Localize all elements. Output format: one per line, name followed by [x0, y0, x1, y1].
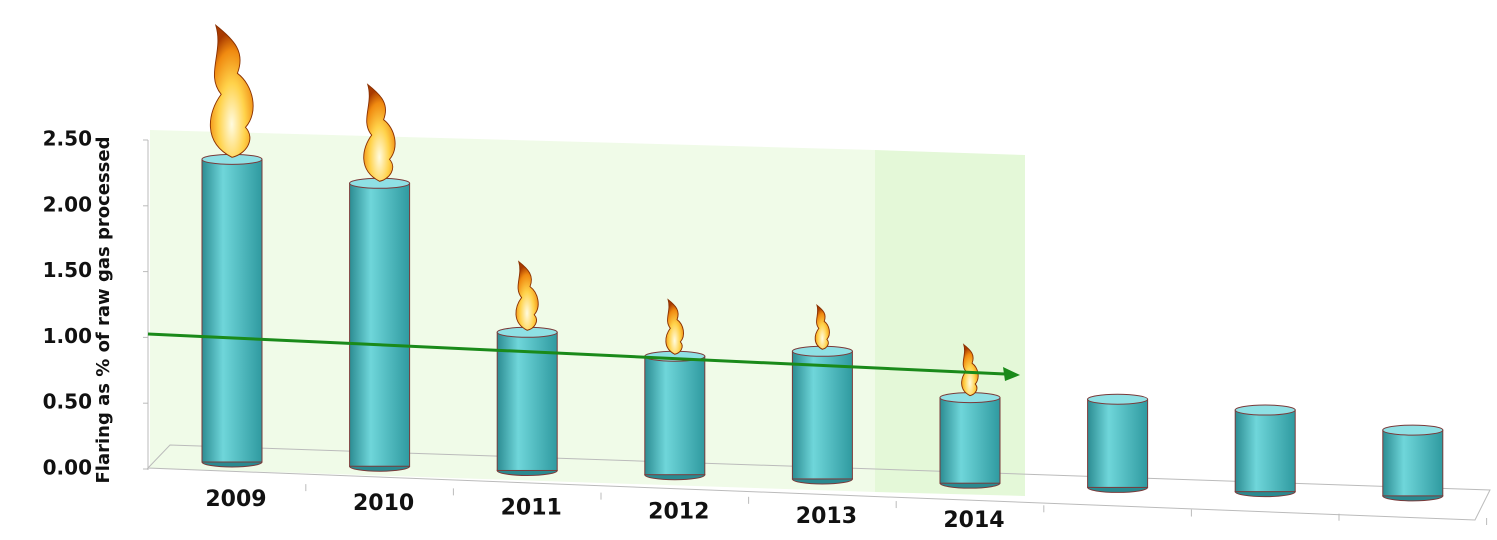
bar	[1087, 398, 1149, 488]
y-tick-label: 0.50	[43, 390, 92, 414]
flame	[363, 83, 396, 182]
flame	[515, 260, 539, 331]
flame	[209, 24, 254, 158]
bar	[496, 331, 558, 471]
bar	[644, 355, 706, 476]
y-tick-label: 0.00	[43, 456, 92, 480]
bar	[1234, 409, 1296, 493]
x-tick-label: 2014	[943, 508, 1004, 533]
floor	[146, 444, 1491, 521]
x-tick-label: 2010	[353, 491, 414, 516]
x-tick-label: 2009	[205, 487, 266, 512]
bar	[939, 397, 1001, 484]
flame	[665, 298, 684, 355]
x-tick-label: 2013	[796, 504, 857, 529]
x-tick-label: 2011	[501, 495, 562, 520]
y-tick-label: 1.00	[43, 324, 92, 348]
y-tick-label: 2.50	[43, 127, 92, 151]
trend-arrow-head	[1003, 367, 1020, 381]
x-tick-label: 2012	[648, 500, 709, 525]
trend-arrow	[147, 332, 1006, 376]
y-tick-label: 1.50	[43, 258, 92, 282]
bar-top	[1087, 393, 1149, 405]
bar	[201, 158, 263, 463]
bar	[791, 350, 853, 480]
bar	[349, 182, 411, 467]
bar-top	[1382, 424, 1444, 436]
bar-top	[1234, 404, 1296, 416]
bar	[1382, 429, 1444, 497]
y-axis-label: Flaring as % of raw gas processed	[93, 137, 114, 484]
y-tick-label: 2.00	[43, 192, 92, 216]
flame	[814, 303, 830, 350]
